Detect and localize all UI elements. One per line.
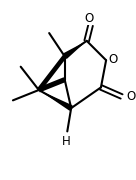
Text: O: O (85, 12, 94, 25)
Polygon shape (37, 55, 67, 91)
Polygon shape (63, 41, 87, 59)
Polygon shape (38, 77, 66, 92)
Text: H: H (62, 135, 70, 148)
Text: O: O (109, 53, 118, 66)
Polygon shape (39, 90, 73, 111)
Text: O: O (126, 90, 135, 103)
